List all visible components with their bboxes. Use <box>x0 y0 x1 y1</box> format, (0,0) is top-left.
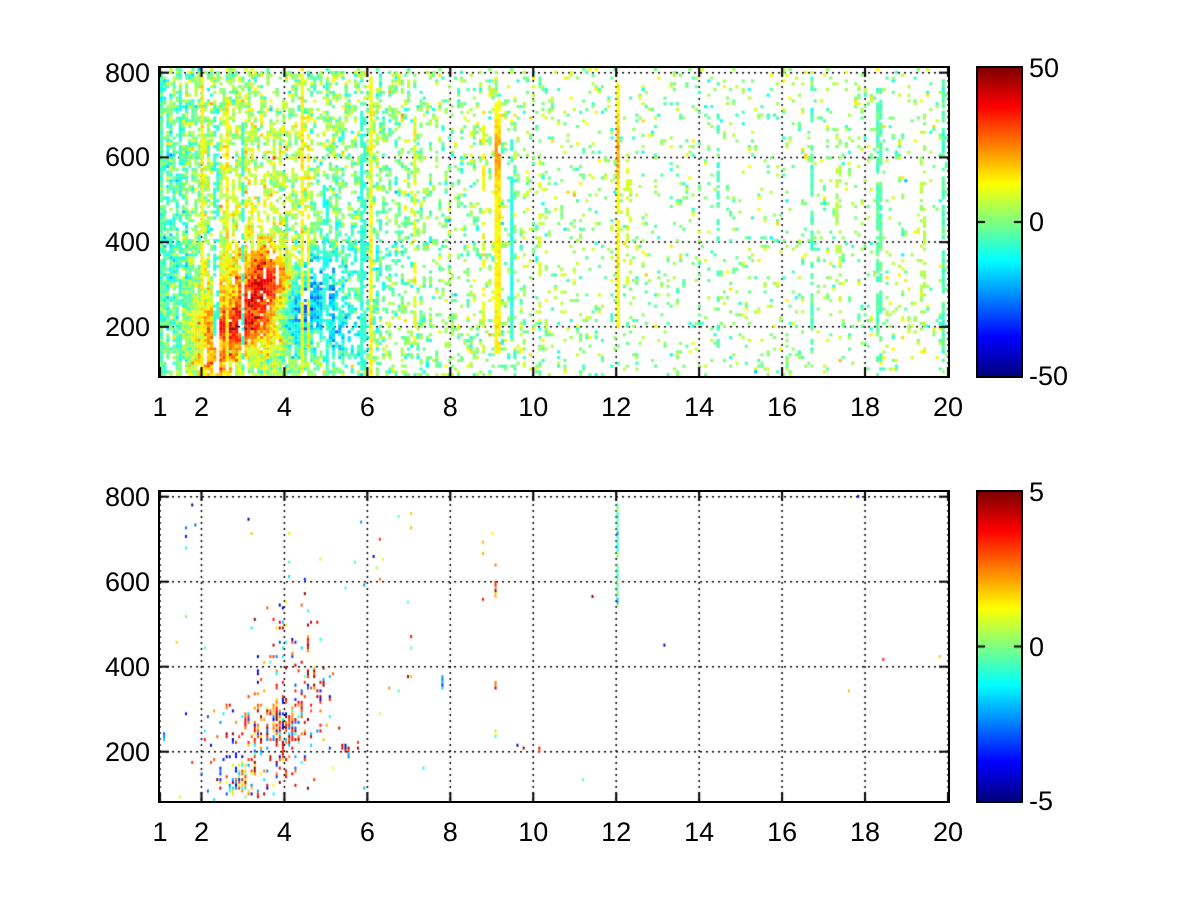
x-tick-label: 6 <box>359 392 375 422</box>
x-tick-label: 16 <box>767 392 798 422</box>
colorbar-tick-label: 0 <box>1029 207 1045 237</box>
x-tick-label: 1 <box>152 817 168 847</box>
colorbar-tick-label: 0 <box>1029 631 1045 662</box>
bottom-heatmap-canvas <box>160 492 948 801</box>
x-tick-label: 16 <box>767 817 798 847</box>
bottom-colorbar-canvas <box>978 492 1021 801</box>
x-tick-label: 14 <box>684 392 715 422</box>
bottom-colorbar <box>976 490 1023 803</box>
top-colorbar <box>976 66 1023 378</box>
y-tick-label: 400 <box>104 651 150 682</box>
y-tick-label: 400 <box>104 227 150 258</box>
colorbar-tick-label: -50 <box>1029 361 1069 391</box>
top-colorbar-canvas <box>978 68 1021 376</box>
colorbar-tick-label: 50 <box>1029 53 1060 83</box>
x-tick-label: 8 <box>442 392 458 422</box>
x-tick-label: 20 <box>932 817 964 847</box>
x-tick-label: 2 <box>193 392 209 422</box>
y-tick-label: 600 <box>104 566 150 597</box>
x-tick-label: 1 <box>152 392 168 422</box>
y-tick-label: 200 <box>104 736 150 767</box>
top-heatmap-canvas <box>160 68 948 376</box>
x-tick-label: 20 <box>932 392 964 422</box>
y-tick-label: 200 <box>104 311 150 342</box>
x-tick-label: 2 <box>193 817 209 847</box>
colorbar-tick-label: 5 <box>1029 477 1045 507</box>
y-tick-label: 600 <box>104 142 150 173</box>
x-tick-label: 18 <box>850 392 881 422</box>
x-tick-label: 8 <box>442 817 458 847</box>
y-tick-label: 800 <box>104 481 150 512</box>
y-tick-label: 800 <box>104 57 150 88</box>
x-tick-label: 18 <box>850 817 881 847</box>
top-plot-axes <box>158 66 950 378</box>
bottom-plot-axes <box>158 490 950 803</box>
x-tick-label: 4 <box>276 392 292 422</box>
x-tick-label: 10 <box>518 392 549 422</box>
x-tick-label: 12 <box>601 817 632 847</box>
x-tick-label: 4 <box>276 817 292 847</box>
x-tick-label: 6 <box>359 817 375 847</box>
x-tick-label: 14 <box>684 817 715 847</box>
colorbar-tick-label: -5 <box>1029 786 1054 816</box>
x-tick-label: 10 <box>518 817 549 847</box>
x-tick-label: 12 <box>601 392 632 422</box>
